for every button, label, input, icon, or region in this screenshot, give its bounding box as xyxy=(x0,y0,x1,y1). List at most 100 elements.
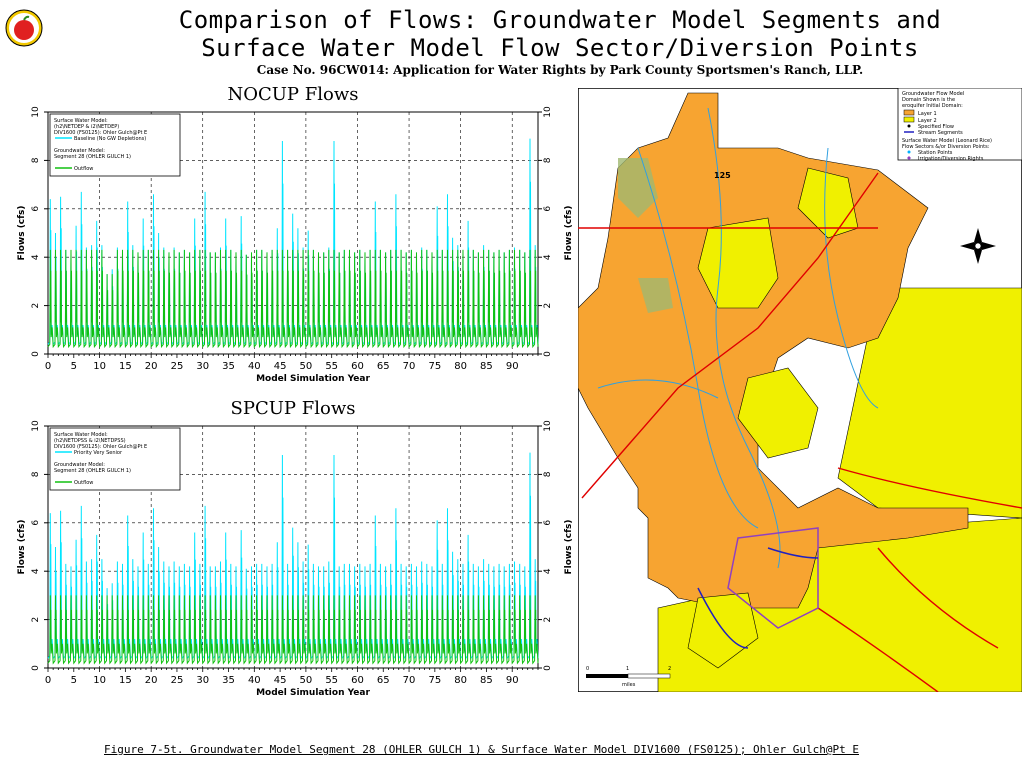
x-tick-label: 5 xyxy=(71,675,77,686)
x-tick-label: 10 xyxy=(93,675,106,686)
page-title-line1: Comparison of Flows: Groundwater Model S… xyxy=(178,6,942,34)
legend-box xyxy=(49,427,181,491)
map-layer2-islands xyxy=(687,167,859,669)
x-tick-label: 30 xyxy=(196,675,209,686)
x-axis-label: Model Simulation Year xyxy=(256,374,370,384)
map-legend-line: Groundwater Flow Model xyxy=(902,91,964,97)
map-legend-line: Irrigation/Diversion Rights xyxy=(918,156,984,162)
map-legend-line: Domain Shown is the xyxy=(902,97,955,103)
y-tick-label: 10 xyxy=(31,106,41,118)
y-tick-label: 2 xyxy=(543,617,553,623)
y-tick-label: 6 xyxy=(31,206,41,212)
page-title-line2: Surface Water Model Flow Sector/Diversio… xyxy=(201,34,919,62)
y-tick-label: 8 xyxy=(543,157,553,163)
legend-text: Outflow xyxy=(74,166,93,172)
x-tick-label: 20 xyxy=(145,675,158,686)
x-tick-label: 15 xyxy=(119,361,132,372)
map-station-lines xyxy=(697,547,819,649)
x-tick-label: 25 xyxy=(171,361,184,372)
y-tick-label: 0 xyxy=(31,351,41,357)
legend-text: Outflow xyxy=(74,480,93,486)
y-tick-label: 0 xyxy=(543,665,553,671)
map-scale-bar: 0 1 2 miles xyxy=(586,666,671,688)
y-tick-label: 6 xyxy=(543,520,553,526)
x-tick-label: 60 xyxy=(351,675,364,686)
y-tick-label: 8 xyxy=(31,471,41,477)
map-legend-line: Layer 1 xyxy=(918,111,937,117)
map-legend: Groundwater Flow Model Domain Shown is t… xyxy=(897,88,1022,162)
chart-title-nocup: NOCUP Flows xyxy=(227,84,359,105)
map-legend-line: Stream Segments xyxy=(918,130,963,136)
chart-legend: Surface Water Model:(h2\NETDPSS & i2\NET… xyxy=(49,427,181,491)
y-tick-label: 2 xyxy=(31,303,41,309)
legend-text: (h2\NETDPSS & i2\NETDPSS) xyxy=(54,438,126,444)
map-scale-label: 1 xyxy=(626,666,629,672)
legend-text: Baseline (No GW Depletions) xyxy=(74,136,146,142)
legend-text: DIV1600 (FS0125): Ohler Gulch@Pt E xyxy=(54,444,147,450)
y-tick-label: 2 xyxy=(543,303,553,309)
x-tick-label: 90 xyxy=(506,361,519,372)
y-tick-label: 4 xyxy=(543,254,553,260)
x-tick-label: 25 xyxy=(171,675,184,686)
compass-rose-icon xyxy=(960,228,996,264)
y-tick-label: 4 xyxy=(543,568,553,574)
map-legend-line: Flow Sectors &/or Diversion Points: xyxy=(902,144,990,150)
page-subtitle: Case No. 96CW014: Application for Water … xyxy=(256,63,864,77)
y-axis-label-right: Flows (cfs) xyxy=(564,205,574,260)
x-tick-label: 65 xyxy=(377,675,390,686)
x-tick-label: 75 xyxy=(428,361,441,372)
y-axis-label: Flows (cfs) xyxy=(17,519,27,574)
legend-text: Groundwater Model: xyxy=(54,148,105,154)
x-tick-label: 30 xyxy=(196,361,209,372)
x-tick-label: 45 xyxy=(274,675,287,686)
x-tick-label: 50 xyxy=(300,361,313,372)
x-tick-label: 60 xyxy=(351,361,364,372)
y-tick-label: 0 xyxy=(543,351,553,357)
figure-caption: Figure 7-5t. Groundwater Model Segment 2… xyxy=(104,743,859,756)
y-tick-label: 6 xyxy=(31,520,41,526)
y-tick-label: 4 xyxy=(31,568,41,574)
map-legend-line: Specified Flow xyxy=(918,124,954,130)
chart-legend: Surface Water Model:(h2\NETDEP & i2\NETD… xyxy=(49,113,181,177)
legend-text: Segment 28 (OHLER GULCH 1) xyxy=(54,154,131,160)
y-tick-label: 8 xyxy=(31,157,41,163)
spcup-flow-chart: 0 02 24 46 68 810 100 5 10 15 20 25 30 35 40 45 50 55 60 65… xyxy=(17,420,574,698)
legend-text: Surface Water Model: xyxy=(54,432,108,438)
x-tick-label: 50 xyxy=(300,675,313,686)
x-tick-label: 20 xyxy=(145,361,158,372)
x-tick-label: 80 xyxy=(454,361,467,372)
x-tick-label: 10 xyxy=(93,361,106,372)
x-tick-label: 55 xyxy=(325,361,338,372)
series-line-1 xyxy=(47,249,539,349)
map-legend-line: Layer 2 xyxy=(918,118,937,124)
y-axis-label: Flows (cfs) xyxy=(17,205,27,260)
legend-text: Groundwater Model: xyxy=(54,462,105,468)
y-tick-label: 8 xyxy=(543,471,553,477)
legend-text: (h2\NETDEP & i2\NETDEP) xyxy=(54,124,119,130)
y-tick-label: 10 xyxy=(31,420,41,432)
x-tick-label: 0 xyxy=(45,675,51,686)
map-legend-line: eroquifer Initial Domain: xyxy=(902,103,963,109)
series-line-1 xyxy=(47,595,539,665)
x-tick-label: 55 xyxy=(325,675,338,686)
y-tick-label: 10 xyxy=(543,420,553,432)
y-tick-label: 0 xyxy=(31,665,41,671)
map-diversion-boundary xyxy=(727,527,819,629)
map-scale-label: 2 xyxy=(668,666,671,672)
groundwater-model-map: 125 Groundwater Flow Model Domain Shown … xyxy=(578,88,1022,692)
map-scale-unit: miles xyxy=(622,682,636,688)
map-layer1 xyxy=(578,92,969,609)
legend-text: Priority Very Senior xyxy=(74,450,123,456)
legend-box xyxy=(49,113,181,177)
x-axis-label: Model Simulation Year xyxy=(256,688,370,698)
y-tick-label: 4 xyxy=(31,254,41,260)
map-scale-label: 0 xyxy=(586,666,589,672)
x-tick-label: 70 xyxy=(403,361,416,372)
x-tick-label: 65 xyxy=(377,361,390,372)
legend-text: Segment 28 (OHLER GULCH 1) xyxy=(54,468,131,474)
x-tick-label: 0 xyxy=(45,361,51,372)
map-legend-line: Station Points xyxy=(918,150,953,156)
x-tick-label: 5 xyxy=(71,361,77,372)
map-route-label: 125 xyxy=(714,171,731,180)
map-streams xyxy=(597,107,879,569)
